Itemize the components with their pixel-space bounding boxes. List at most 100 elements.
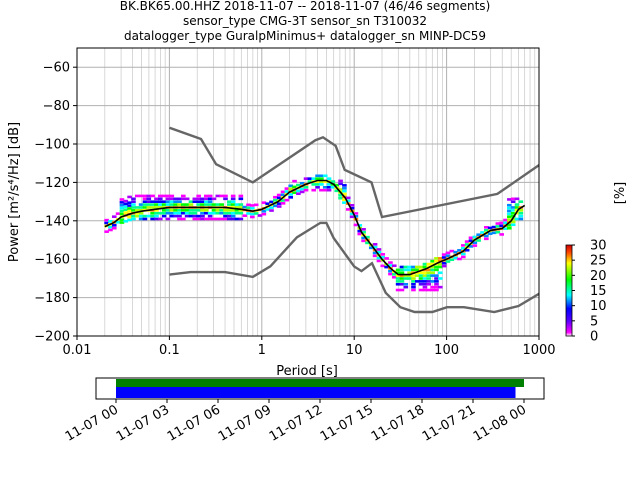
density-cell: [319, 183, 324, 186]
density-cell: [200, 214, 205, 218]
density-cell: [426, 277, 432, 280]
density-cell: [468, 239, 474, 242]
density-cell: [518, 209, 524, 212]
density-cell: [142, 206, 148, 209]
density-cell: [134, 209, 140, 212]
density-cell: [165, 209, 171, 212]
density-cell: [507, 218, 512, 221]
density-cell: [177, 209, 182, 212]
density-cell: [238, 209, 244, 212]
density-cell: [123, 205, 129, 209]
x-tick-label: 1: [258, 343, 266, 358]
density-cell: [138, 206, 144, 209]
density-cell: [131, 217, 136, 221]
density-cell: [219, 209, 224, 212]
density-cell: [468, 236, 474, 240]
density-cell: [261, 212, 267, 216]
density-cell: [154, 214, 159, 218]
density-cell: [227, 203, 232, 206]
density-cell: [399, 274, 405, 277]
density-cell: [219, 194, 224, 198]
density-cell: [338, 182, 343, 186]
density-cell: [414, 268, 420, 272]
density-cell: [250, 207, 255, 210]
density-cell: [192, 217, 198, 221]
density-cell: [115, 212, 121, 215]
density-cell: [188, 200, 194, 203]
density-cell: [192, 197, 198, 201]
density-cell: [342, 184, 347, 187]
density-cell: [345, 199, 351, 203]
density-cell: [411, 268, 416, 272]
density-cell: [342, 189, 347, 193]
density-cell: [169, 197, 175, 201]
density-cell: [234, 209, 240, 212]
density-cell: [514, 206, 520, 209]
density-cell: [407, 277, 412, 280]
density-cell: [299, 187, 305, 191]
density-cell: [204, 197, 209, 201]
density-cell: [499, 221, 504, 225]
density-cell: [108, 228, 113, 232]
density-cell: [361, 228, 366, 231]
density-cell: [196, 194, 201, 198]
density-cell: [303, 186, 309, 189]
density-cell: [484, 237, 489, 241]
title-line-station: BK.BK65.00.HHZ 2018-11-07 -- 2018-11-07 …: [120, 0, 491, 13]
chart-title: BK.BK65.00.HHZ 2018-11-07 -- 2018-11-07 …: [120, 0, 491, 43]
density-cell: [192, 214, 198, 218]
density-cell: [376, 259, 382, 263]
density-cell: [292, 185, 297, 189]
density-cell: [238, 203, 244, 206]
density-cell: [273, 198, 278, 202]
density-cell: [395, 277, 401, 280]
density-cell: [230, 214, 236, 218]
density-cell: [142, 194, 148, 198]
density-cell: [280, 190, 286, 194]
y-tick-label: −80: [43, 99, 70, 114]
density-cell: [119, 203, 125, 207]
density-cell: [491, 225, 497, 229]
density-cell: [138, 211, 144, 215]
density-cell: [211, 209, 217, 212]
density-cell: [342, 192, 347, 196]
density-cell: [207, 194, 213, 198]
density-cell: [223, 209, 228, 212]
density-cell: [150, 211, 155, 215]
density-cell: [357, 229, 363, 233]
title-line-sensor: sensor_type CMG-3T sensor_sn T310032: [183, 14, 427, 28]
density-cell: [119, 212, 125, 216]
x-tick-label: 1000: [522, 343, 555, 358]
density-cell: [165, 217, 171, 221]
density-cell: [150, 203, 155, 206]
density-cell: [299, 190, 305, 194]
density-cell: [192, 211, 198, 215]
density-cell: [207, 211, 213, 215]
density-cell: [349, 215, 355, 219]
density-cell: [499, 224, 504, 228]
density-cell: [131, 209, 136, 212]
density-cell: [246, 206, 251, 209]
density-cell: [200, 203, 205, 206]
density-cell: [142, 203, 148, 206]
density-cell: [230, 217, 236, 221]
density-cell: [230, 203, 236, 206]
density-cell: [157, 194, 163, 198]
density-cell: [192, 209, 198, 212]
coverage-bar-green: [116, 379, 524, 387]
density-cell: [414, 274, 420, 277]
density-cell: [422, 285, 428, 289]
density-cell: [127, 195, 132, 199]
density-cell: [207, 214, 213, 218]
density-cell: [142, 214, 148, 218]
density-cell: [518, 211, 524, 215]
density-cell: [215, 209, 221, 212]
density-cell: [395, 274, 401, 277]
density-cell: [157, 203, 163, 206]
density-cell: [161, 203, 167, 206]
density-cell: [315, 177, 320, 180]
density-cell: [311, 177, 317, 180]
noise_model_low-line: [169, 221, 540, 314]
x-axis-label: Period [s]: [276, 364, 338, 379]
